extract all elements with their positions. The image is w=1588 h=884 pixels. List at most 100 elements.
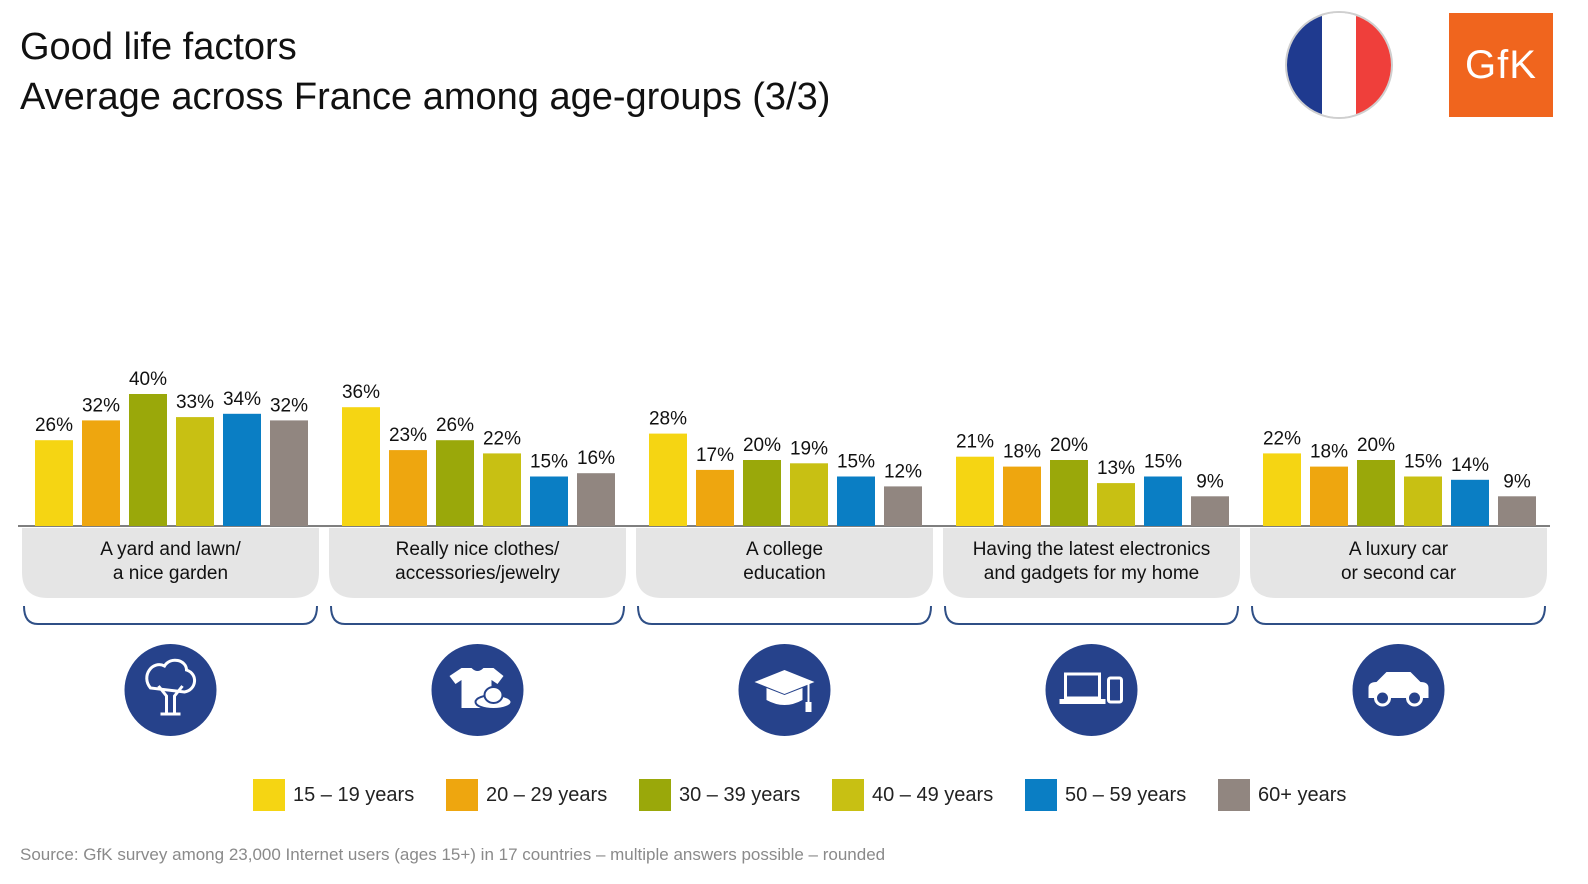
bar — [956, 456, 994, 526]
data-label: 22% — [483, 428, 521, 449]
bar — [483, 453, 521, 526]
data-label: 9% — [1503, 471, 1531, 492]
bar — [1097, 483, 1135, 526]
bar — [790, 463, 828, 526]
bar — [82, 420, 120, 526]
data-label: 18% — [1310, 442, 1348, 463]
data-label: 36% — [342, 382, 380, 403]
legend-item: 60+ years — [1218, 779, 1411, 811]
clothes-icon — [431, 644, 524, 736]
category-label: A college — [746, 539, 823, 560]
data-label: 40% — [129, 369, 167, 390]
category-label: education — [743, 563, 825, 584]
category-label-box — [943, 528, 1240, 598]
bar — [649, 433, 687, 526]
category-bracket — [637, 605, 932, 625]
legend-item: 20 – 29 years — [446, 779, 639, 811]
data-label: 20% — [743, 435, 781, 456]
data-label: 28% — [649, 409, 687, 430]
chart-legend: 15 – 19 years 20 – 29 years 30 – 39 years 4… — [253, 779, 1411, 811]
category-label: A yard and lawn/ — [100, 539, 241, 560]
legend-swatch — [446, 779, 478, 811]
source-note: Source: GfK survey among 23,000 Internet… — [20, 845, 886, 864]
page-title: Good life factors Average across France … — [20, 22, 830, 122]
bar — [1050, 460, 1088, 526]
data-label: 15% — [1404, 452, 1442, 473]
category-label: a nice garden — [113, 563, 228, 584]
legend-item: 40 – 49 years — [832, 779, 1025, 811]
category-label-box — [636, 528, 933, 598]
category-bracket — [1251, 605, 1546, 625]
tree-icon — [124, 644, 217, 736]
bar — [1310, 466, 1348, 526]
data-label: 9% — [1196, 471, 1224, 492]
bar — [577, 473, 615, 526]
legend-swatch — [1218, 779, 1250, 811]
category-label-box — [1250, 528, 1547, 598]
category-label: Having the latest electronics — [973, 539, 1211, 560]
car-icon — [1352, 644, 1445, 736]
bar — [1144, 476, 1182, 526]
category-bracket — [944, 605, 1239, 625]
bar — [1357, 460, 1395, 526]
data-label: 21% — [956, 432, 994, 453]
bar — [1404, 476, 1442, 526]
bar — [696, 469, 734, 526]
legend-swatch — [253, 779, 285, 811]
legend-label: 60+ years — [1258, 783, 1347, 806]
data-label: 14% — [1451, 455, 1489, 476]
category-bracket — [23, 605, 318, 625]
graduation-cap-icon — [738, 644, 831, 736]
data-label: 20% — [1050, 435, 1088, 456]
legend-label: 30 – 39 years — [679, 783, 801, 806]
bar — [176, 417, 214, 526]
bar — [1498, 496, 1536, 526]
category-label-box — [22, 528, 319, 598]
bar — [342, 407, 380, 526]
data-label: 26% — [35, 415, 73, 436]
data-label: 15% — [837, 452, 875, 473]
legend-item: 15 – 19 years — [253, 779, 446, 811]
data-label: 17% — [696, 445, 734, 466]
data-label: 22% — [1263, 428, 1301, 449]
legend-label: 50 – 59 years — [1065, 783, 1187, 806]
legend-label: 15 – 19 years — [293, 783, 415, 806]
data-label: 32% — [270, 395, 308, 416]
data-label: 15% — [530, 452, 568, 473]
data-label: 18% — [1003, 442, 1041, 463]
laptop-phone-icon — [1045, 644, 1138, 736]
category-label: accessories/jewelry — [395, 563, 560, 584]
legend-swatch — [639, 779, 671, 811]
bar — [1191, 496, 1229, 526]
bar — [530, 476, 568, 526]
legend-label: 20 – 29 years — [486, 783, 608, 806]
data-label: 34% — [223, 389, 261, 410]
category-label: and gadgets for my home — [984, 563, 1199, 584]
bar — [223, 413, 261, 526]
title-line-1: Good life factors — [20, 26, 297, 68]
data-label: 12% — [884, 461, 922, 482]
bar — [884, 486, 922, 526]
category-bracket — [330, 605, 625, 625]
france-flag-icon — [1287, 13, 1391, 117]
bar — [436, 440, 474, 526]
legend-item: 30 – 39 years — [639, 779, 832, 811]
category-label: or second car — [1341, 563, 1457, 584]
legend-swatch — [832, 779, 864, 811]
category-label: A luxury car — [1349, 539, 1449, 560]
bar — [1263, 453, 1301, 526]
data-label: 32% — [82, 395, 120, 416]
bar-chart: 26% 32% 40% 33% 34% 32% A yard and lawn/a nice… — [18, 369, 1550, 736]
bar — [129, 394, 167, 526]
bar — [270, 420, 308, 526]
data-label: 13% — [1097, 458, 1135, 479]
data-label: 15% — [1144, 452, 1182, 473]
bar — [35, 440, 73, 526]
bar — [837, 476, 875, 526]
flag-stripe-white — [1321, 13, 1357, 117]
data-label: 33% — [176, 392, 214, 413]
bar — [389, 450, 427, 526]
legend-item: 50 – 59 years — [1025, 779, 1218, 811]
gfk-logo: GfK — [1449, 13, 1553, 117]
bar — [743, 460, 781, 526]
